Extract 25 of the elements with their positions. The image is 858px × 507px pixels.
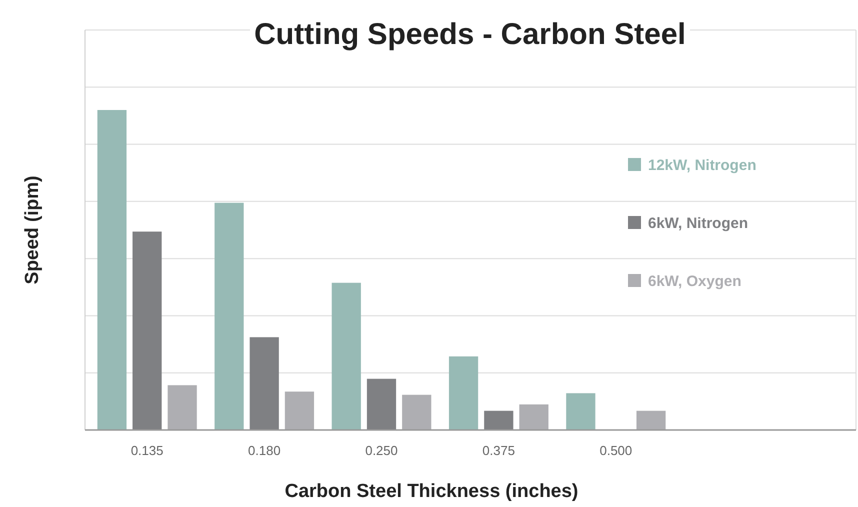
bar — [250, 337, 279, 430]
bar — [636, 410, 666, 430]
bar — [448, 356, 478, 430]
legend-label: 6kW, Nitrogen — [648, 215, 748, 232]
bar — [284, 392, 314, 430]
bar — [402, 394, 432, 430]
bar — [332, 282, 361, 430]
legend-label: 12kW, Nitrogen — [648, 157, 756, 174]
x-tick-label: 0.135 — [130, 443, 164, 458]
bar — [519, 404, 548, 430]
bar — [97, 110, 127, 430]
bar — [132, 232, 162, 430]
chart-title: Cutting Speeds - Carbon Steel — [254, 18, 686, 51]
y-axis-title: Speed (ipm) — [22, 176, 43, 284]
x-tick-label: 0.375 — [482, 443, 515, 458]
x-axis-title: Carbon Steel Thickness (inches) — [284, 481, 578, 502]
x-tick-label: 0.500 — [600, 443, 632, 458]
bar — [566, 393, 596, 430]
x-tick-label: 0.180 — [248, 443, 281, 458]
bar — [214, 202, 244, 430]
legend-label: 6kW, Oxygen — [648, 273, 742, 290]
bar — [484, 410, 514, 430]
x-tick-label: 0.250 — [365, 443, 398, 458]
bar — [168, 385, 197, 430]
bar — [366, 378, 396, 430]
